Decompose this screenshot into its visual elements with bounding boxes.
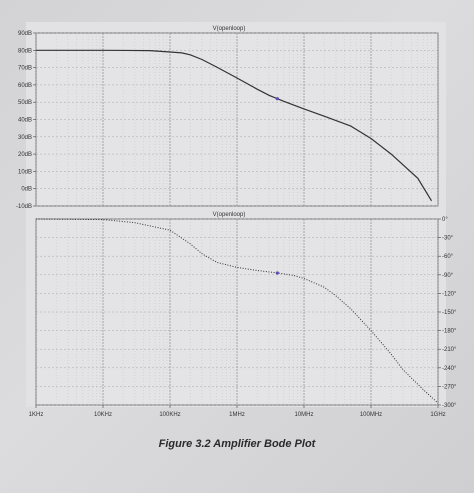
y-tick-label: -240° bbox=[442, 366, 457, 372]
cursor-marker bbox=[275, 271, 279, 275]
x-tick-label: 100KHz bbox=[159, 412, 180, 418]
y-tick-label: 20dB bbox=[18, 152, 32, 158]
x-tick-label: 10KHz bbox=[94, 412, 112, 418]
y-tick-label: -60° bbox=[442, 254, 454, 260]
y-tick-label: -90° bbox=[442, 273, 454, 279]
y-tick-label: -270° bbox=[442, 384, 457, 390]
y-tick-label: -180° bbox=[442, 329, 457, 335]
y-tick-label: 50dB bbox=[18, 100, 32, 106]
y-tick-label: -10dB bbox=[16, 204, 32, 210]
y-tick-label: 10dB bbox=[18, 169, 32, 175]
y-tick-label: 30dB bbox=[18, 135, 32, 141]
y-tick-label: -300° bbox=[442, 403, 457, 409]
x-tick-label: 1GHz bbox=[430, 412, 445, 418]
y-tick-label: 0dB bbox=[21, 187, 32, 193]
y-tick-label: 80dB bbox=[18, 48, 32, 54]
panel-title: V(openloop) bbox=[213, 26, 246, 32]
y-tick-label: 90dB bbox=[18, 31, 32, 37]
x-tick-label: 1MHz bbox=[229, 412, 245, 418]
x-tick-label: 1KHz bbox=[29, 412, 44, 418]
y-tick-label: -150° bbox=[442, 310, 457, 316]
x-tick-label: 10MHz bbox=[294, 412, 313, 418]
y-tick-label: -30° bbox=[442, 236, 454, 242]
series-line-magnitude bbox=[36, 49, 433, 202]
y-tick-label: -120° bbox=[442, 291, 457, 297]
y-tick-label: -210° bbox=[442, 347, 457, 353]
y-tick-label: 0° bbox=[442, 217, 448, 223]
y-tick-label: 40dB bbox=[18, 118, 32, 124]
y-tick-label: 60dB bbox=[18, 83, 32, 89]
figure-caption: Figure 3.2 Amplifier Bode Plot bbox=[158, 438, 316, 450]
x-tick-label: 100MHz bbox=[360, 412, 382, 418]
panel-magnitude: -10dB 0dB 10dB 20dB 30dB 40dB 50dB 60dB 70dB 80dB… bbox=[16, 26, 439, 210]
panel-title: V(openloop) bbox=[213, 212, 246, 218]
panel-phase: 0° -30° -60° -90° -120° -150° -180° -210° -240° -… bbox=[29, 212, 457, 418]
y-tick-label: 70dB bbox=[18, 66, 32, 72]
cursor-marker bbox=[275, 97, 279, 101]
